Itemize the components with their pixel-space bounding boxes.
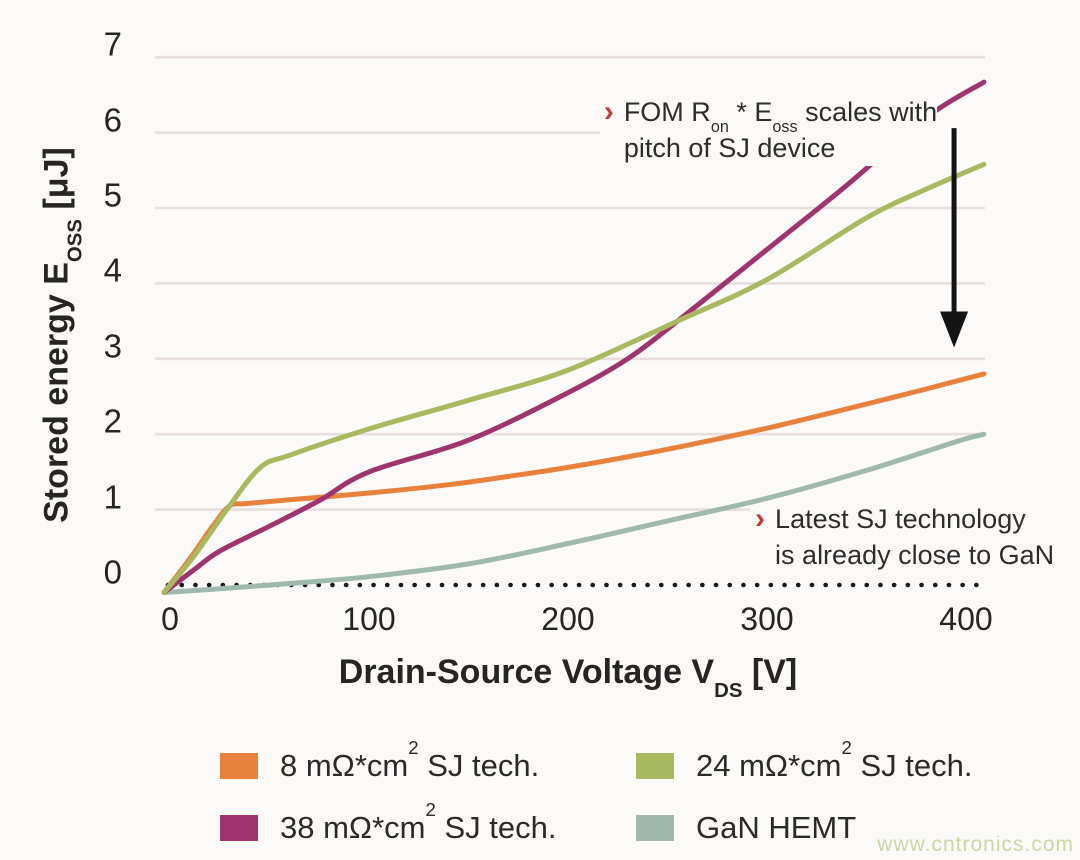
y-tick-label-1: 1 [103, 478, 122, 516]
legend-item: 8 mΩ*cm2 SJ tech. [220, 737, 550, 808]
legend: 8 mΩ*cm2 SJ tech. 38 mΩ*cm2 SJ tech. 24 mΩ… [220, 737, 973, 860]
annotation-latest-sj: › Latest SJ technology is already close t… [755, 500, 1055, 573]
legend-swatch-icon [636, 753, 674, 779]
legend-item: 24 mΩ*cm2 SJ tech. [636, 737, 973, 808]
legend-label: 8 mΩ*cm2 SJ tech. [280, 737, 540, 783]
y-axis-title: Stored energy EOSS [μJ] [37, 147, 87, 523]
y-tick-label-5: 5 [103, 176, 122, 214]
legend-item: 38 mΩ*cm2 SJ tech. [220, 801, 556, 860]
annotation-line: is already close to GaN [775, 536, 1055, 573]
legend-label: 38 mΩ*cm2 SJ tech. [280, 799, 557, 845]
x-tick-label-400: 400 [939, 601, 993, 637]
series-line-gan-hemt [161, 431, 987, 595]
y-tick-label-6: 6 [103, 101, 122, 139]
y-tick-label-0: 0 [103, 553, 122, 591]
annotation-text: FOM Ron * Eoss scales with pitch of SJ de… [623, 94, 938, 167]
legend-swatch-icon [636, 815, 674, 841]
y-tick-label-4: 4 [103, 251, 122, 289]
watermark: www.cntronics.com [877, 833, 1074, 856]
annotation-bullet-icon: › [755, 501, 766, 535]
down-arrow-head-icon [940, 311, 969, 348]
y-tick-label-7: 7 [103, 25, 122, 63]
legend-swatch-icon [220, 815, 258, 841]
annotation-fom-scaling: › FOM Ron * Eoss scales with pitch of SJ … [603, 94, 938, 167]
y-tick-label-3: 3 [103, 327, 122, 365]
legend-label: GaN HEMT [696, 810, 857, 845]
y-tick-label-2: 2 [103, 402, 122, 440]
series-line-sj-24mohm [161, 161, 987, 595]
legend-label: 24 mΩ*cm2 SJ tech. [696, 737, 973, 783]
annotation-bullet-icon: › [603, 95, 614, 129]
x-tick-label-100: 100 [342, 601, 396, 637]
annotation-line: FOM Ron * Eoss scales with [623, 94, 938, 135]
legend-item: GaN HEMT [636, 808, 972, 860]
x-axis-title: Drain-Source Voltage VDS [V] [338, 653, 798, 702]
x-tick-label-300: 300 [740, 601, 794, 637]
x-tick-label-200: 200 [541, 601, 595, 637]
annotation-text: Latest SJ technology is already close to … [775, 500, 1055, 573]
annotation-line: pitch of SJ device [623, 130, 938, 167]
series-line-sj-38mohm [161, 79, 987, 595]
legend-swatch-icon [220, 753, 258, 779]
annotation-line: Latest SJ technology [775, 500, 1055, 537]
x-tick-label-0: 0 [161, 601, 179, 637]
